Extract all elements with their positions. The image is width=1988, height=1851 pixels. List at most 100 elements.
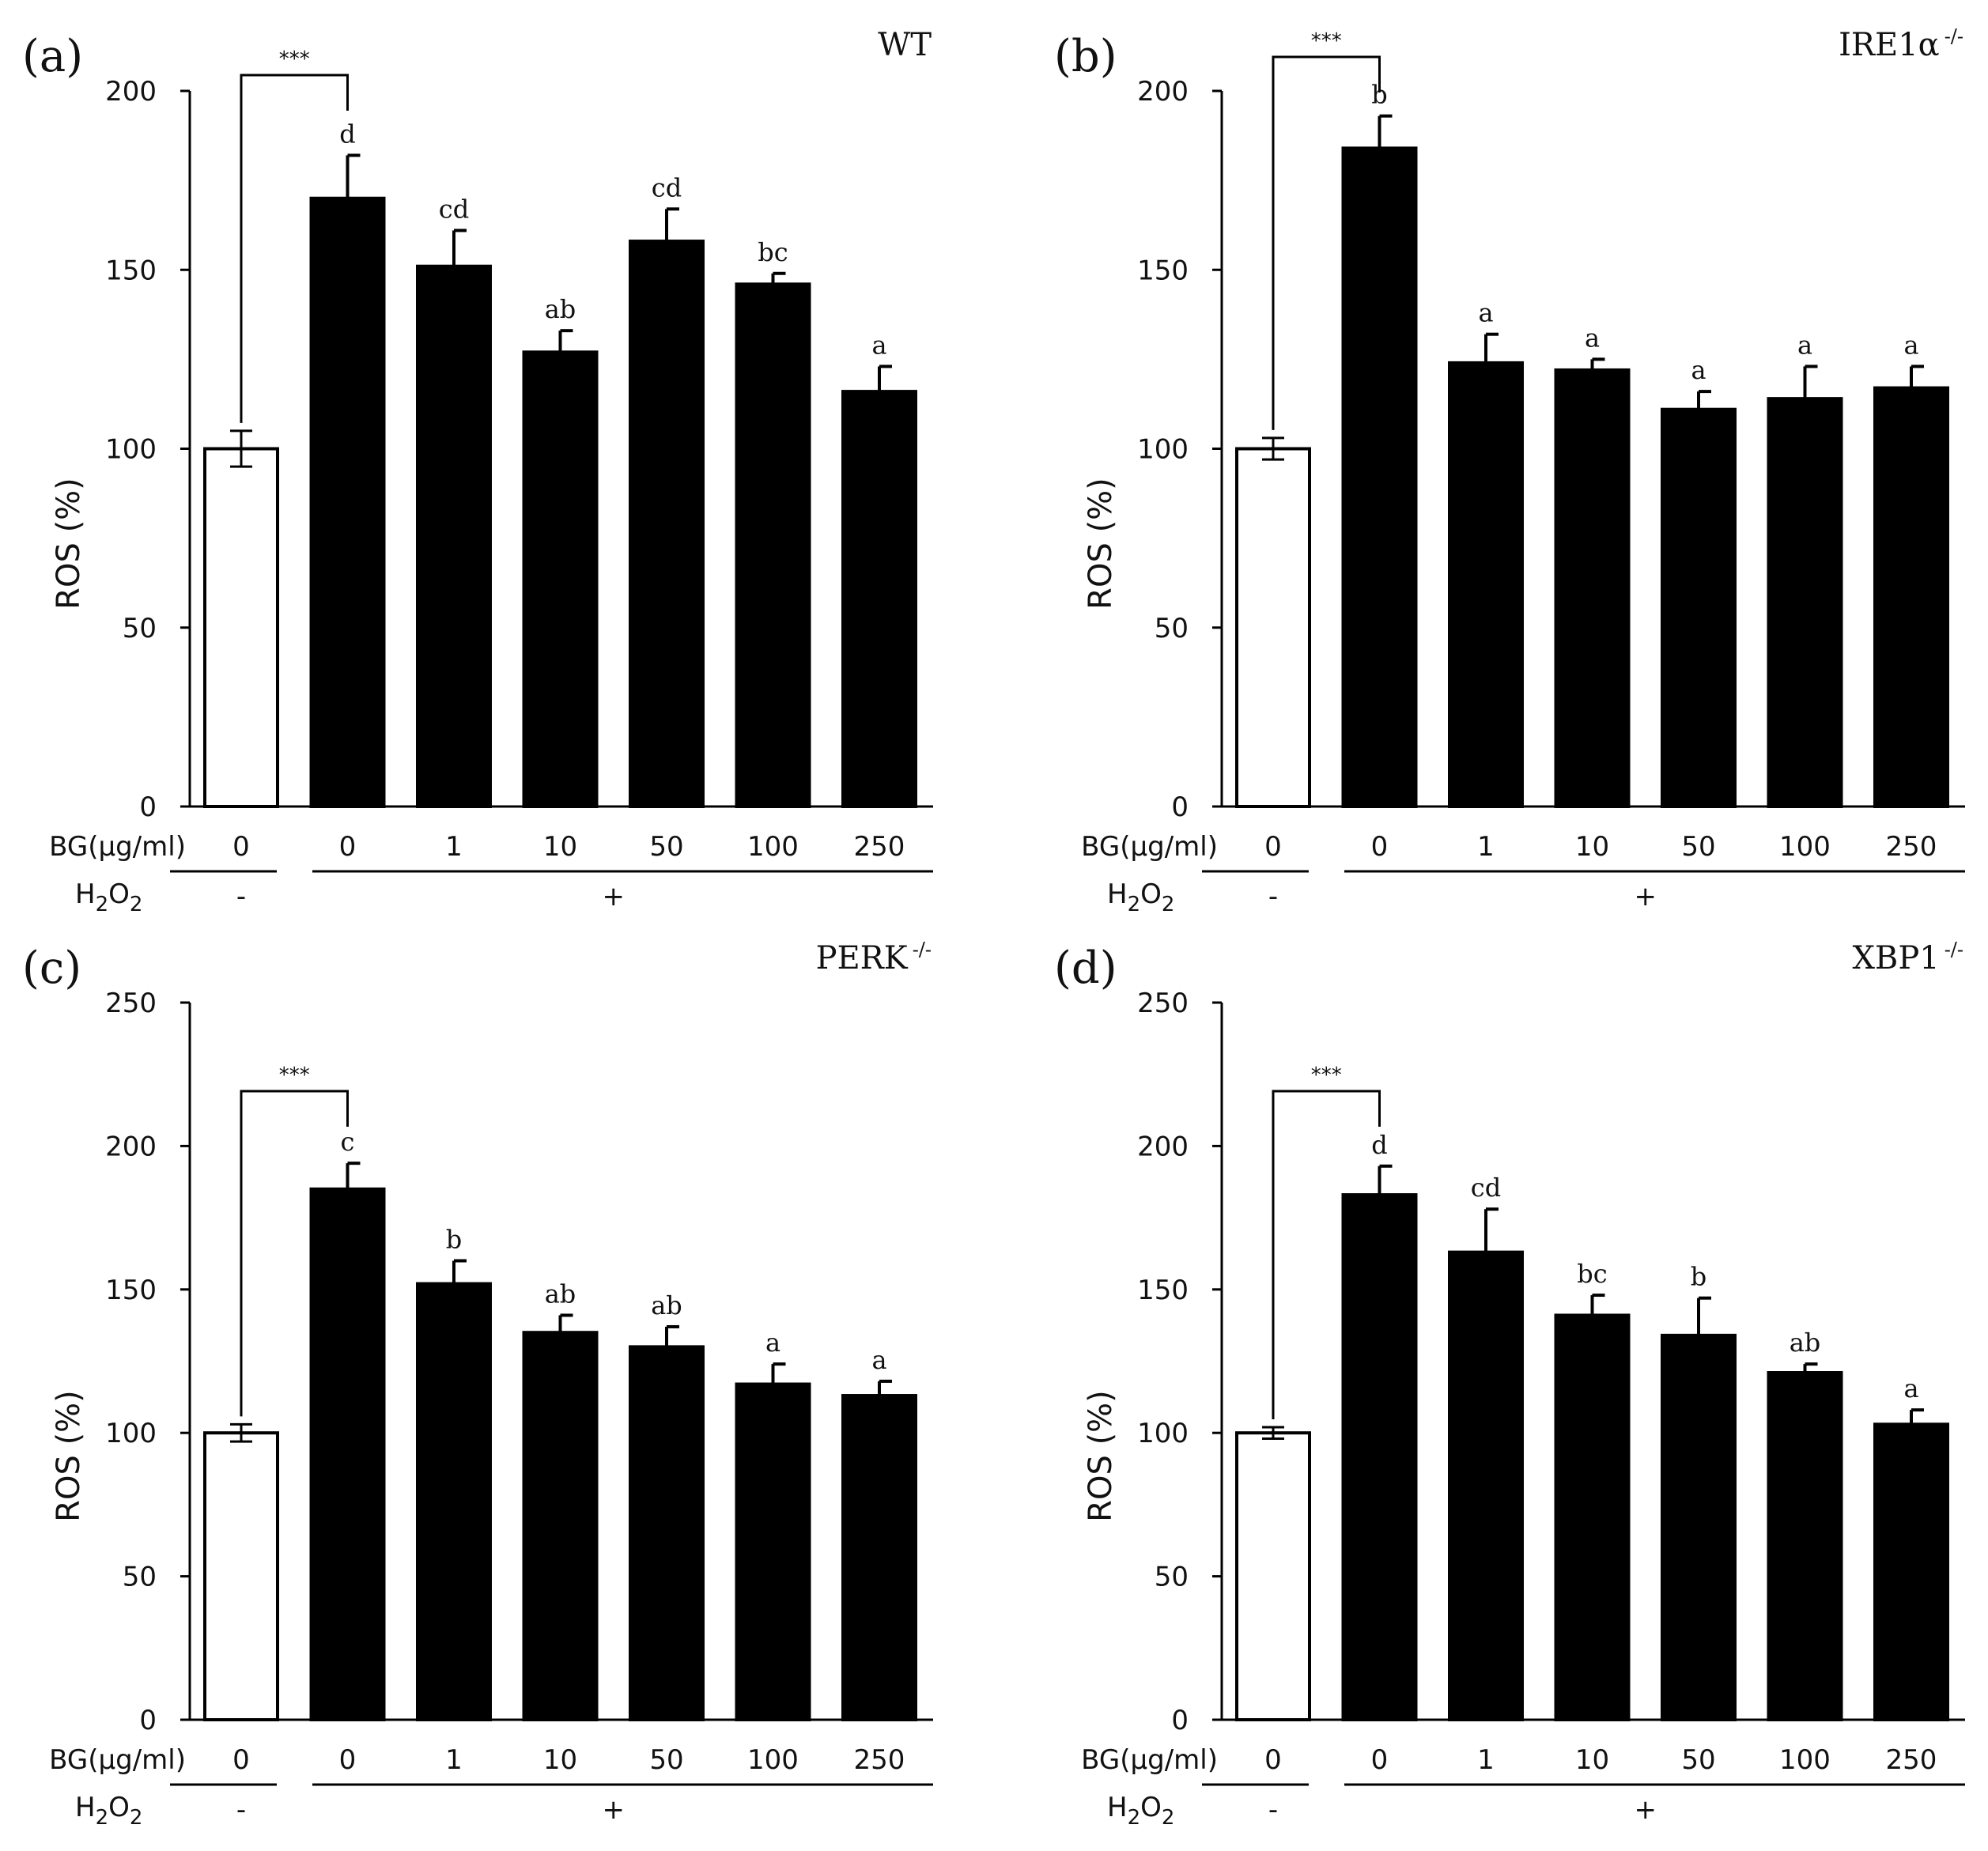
y-tick-label: 200 [105,1131,157,1162]
significance-letter: a [1903,1373,1918,1403]
significance-bracket [1272,1090,1381,1419]
y-tick-label: 100 [1137,434,1189,466]
h2o2-row-label: H2O2 [75,878,142,916]
significance-letter: ab [545,1279,576,1309]
bar [629,240,705,808]
panel-label: (a) [22,31,83,82]
panel-title-main: XBP1 [1852,940,1939,976]
h2o2-plus-sign: + [1635,1794,1657,1826]
h2o2-label-part: 2 [1162,893,1175,916]
bar [1873,1422,1949,1722]
y-tick-label: 150 [1137,1275,1189,1306]
bar [1341,1193,1418,1722]
significance-letter: d [1371,1130,1387,1160]
y-tick-label: 100 [1137,1418,1189,1449]
significance-letter: bc [1577,1259,1607,1289]
y-tick-label: 0 [139,791,157,823]
y-axis-label: ROS (%) [1083,1390,1119,1522]
significance-letter: a [1585,323,1600,353]
x-category-label: 0 [1264,831,1282,863]
y-tick-label: 50 [1155,1562,1189,1593]
y-tick-label: 50 [123,1562,157,1593]
y-tick-label: 250 [1137,988,1189,1019]
chart-panel-b: (b) IRE1α -/- 0 50 100 150 200 ROS (%) 0 b 0 a 1 a 10 a 5… [1054,25,1965,916]
y-axis-label: ROS (%) [51,1390,87,1522]
x-category-label: 0 [232,1744,250,1776]
x-category-label: 0 [339,831,357,863]
y-tick-label: 150 [105,1275,157,1306]
significance-stars: *** [279,47,310,71]
bar [1767,1371,1843,1721]
h2o2-row-label: H2O2 [1107,878,1174,916]
significance-letter: a [1903,330,1918,360]
x-category-label: 10 [543,831,577,863]
h2o2-label-part: H [1107,878,1128,910]
panel-title-superscript: -/- [1945,25,1963,47]
h2o2-plus-sign: + [603,881,626,912]
bar [522,1331,599,1721]
y-tick-label: 150 [105,255,157,286]
panel-title: WT [878,27,932,63]
x-category-label: 50 [1681,1744,1715,1776]
panel-title: PERK -/- [816,939,932,976]
significance-letter: d [339,119,355,149]
x-category-label: 0 [232,831,250,863]
x-category-label: 10 [1575,831,1609,863]
y-tick-label: 0 [1171,791,1189,823]
significance-stars: *** [1311,1063,1342,1087]
bar [735,282,811,809]
x-category-label: 0 [1371,1744,1389,1776]
chart-panel-a: (a) WT 0 50 100 150 200 ROS (%) 0 d 0 cd 1 ab 10 cd 50 bc… [22,27,933,916]
bar [309,196,386,808]
x-category-label: 250 [1886,831,1937,863]
bar [1873,386,1949,808]
x-category-label: 100 [1779,831,1831,863]
significance-bracket [1272,55,1381,430]
h2o2-plus-sign: + [1635,881,1657,912]
bar [309,1187,386,1721]
panel-title: XBP1 -/- [1852,939,1963,976]
significance-bracket [240,74,349,423]
bar [1767,397,1843,808]
x-category-label: 250 [854,1744,905,1776]
bg-row-label: BG(μg/ml) [49,831,186,863]
bar [1554,368,1631,808]
panel-title-main: PERK [816,940,909,976]
bar [1235,447,1311,808]
x-category-label: 1 [1477,831,1495,863]
bar [1661,407,1737,808]
h2o2-label-part: O [108,1792,130,1823]
h2o2-row-label: H2O2 [75,1792,142,1830]
h2o2-label-part: 2 [96,893,109,916]
bar [841,1394,917,1721]
y-tick-label: 150 [1137,255,1189,286]
x-category-label: 250 [854,831,905,863]
significance-letter: a [871,1345,886,1375]
significance-letter: ab [651,1290,682,1320]
h2o2-label-part: 2 [1162,1806,1175,1830]
h2o2-plus-sign: + [603,1794,626,1826]
panel-title-superscript: -/- [1945,939,1963,961]
bar [1661,1333,1737,1722]
bar [629,1345,705,1721]
bar [1235,1431,1311,1721]
y-tick-label: 250 [105,988,157,1019]
bar [1448,361,1524,808]
bar [203,1431,279,1721]
bar [1341,146,1418,808]
bar [841,390,917,809]
h2o2-row-label: H2O2 [1107,1792,1174,1830]
significance-letter: c [341,1127,355,1157]
panel-label: (d) [1054,942,1117,994]
y-tick-label: 200 [1137,1131,1189,1162]
h2o2-minus-sign: - [236,1794,246,1826]
significance-letter: b [446,1225,462,1255]
x-category-label: 1 [1477,1744,1495,1776]
bar [522,350,599,808]
x-category-label: 50 [649,1744,683,1776]
h2o2-label-part: O [1140,1792,1162,1823]
h2o2-minus-sign: - [1268,1794,1278,1826]
bg-row-label: BG(μg/ml) [1081,1744,1218,1776]
